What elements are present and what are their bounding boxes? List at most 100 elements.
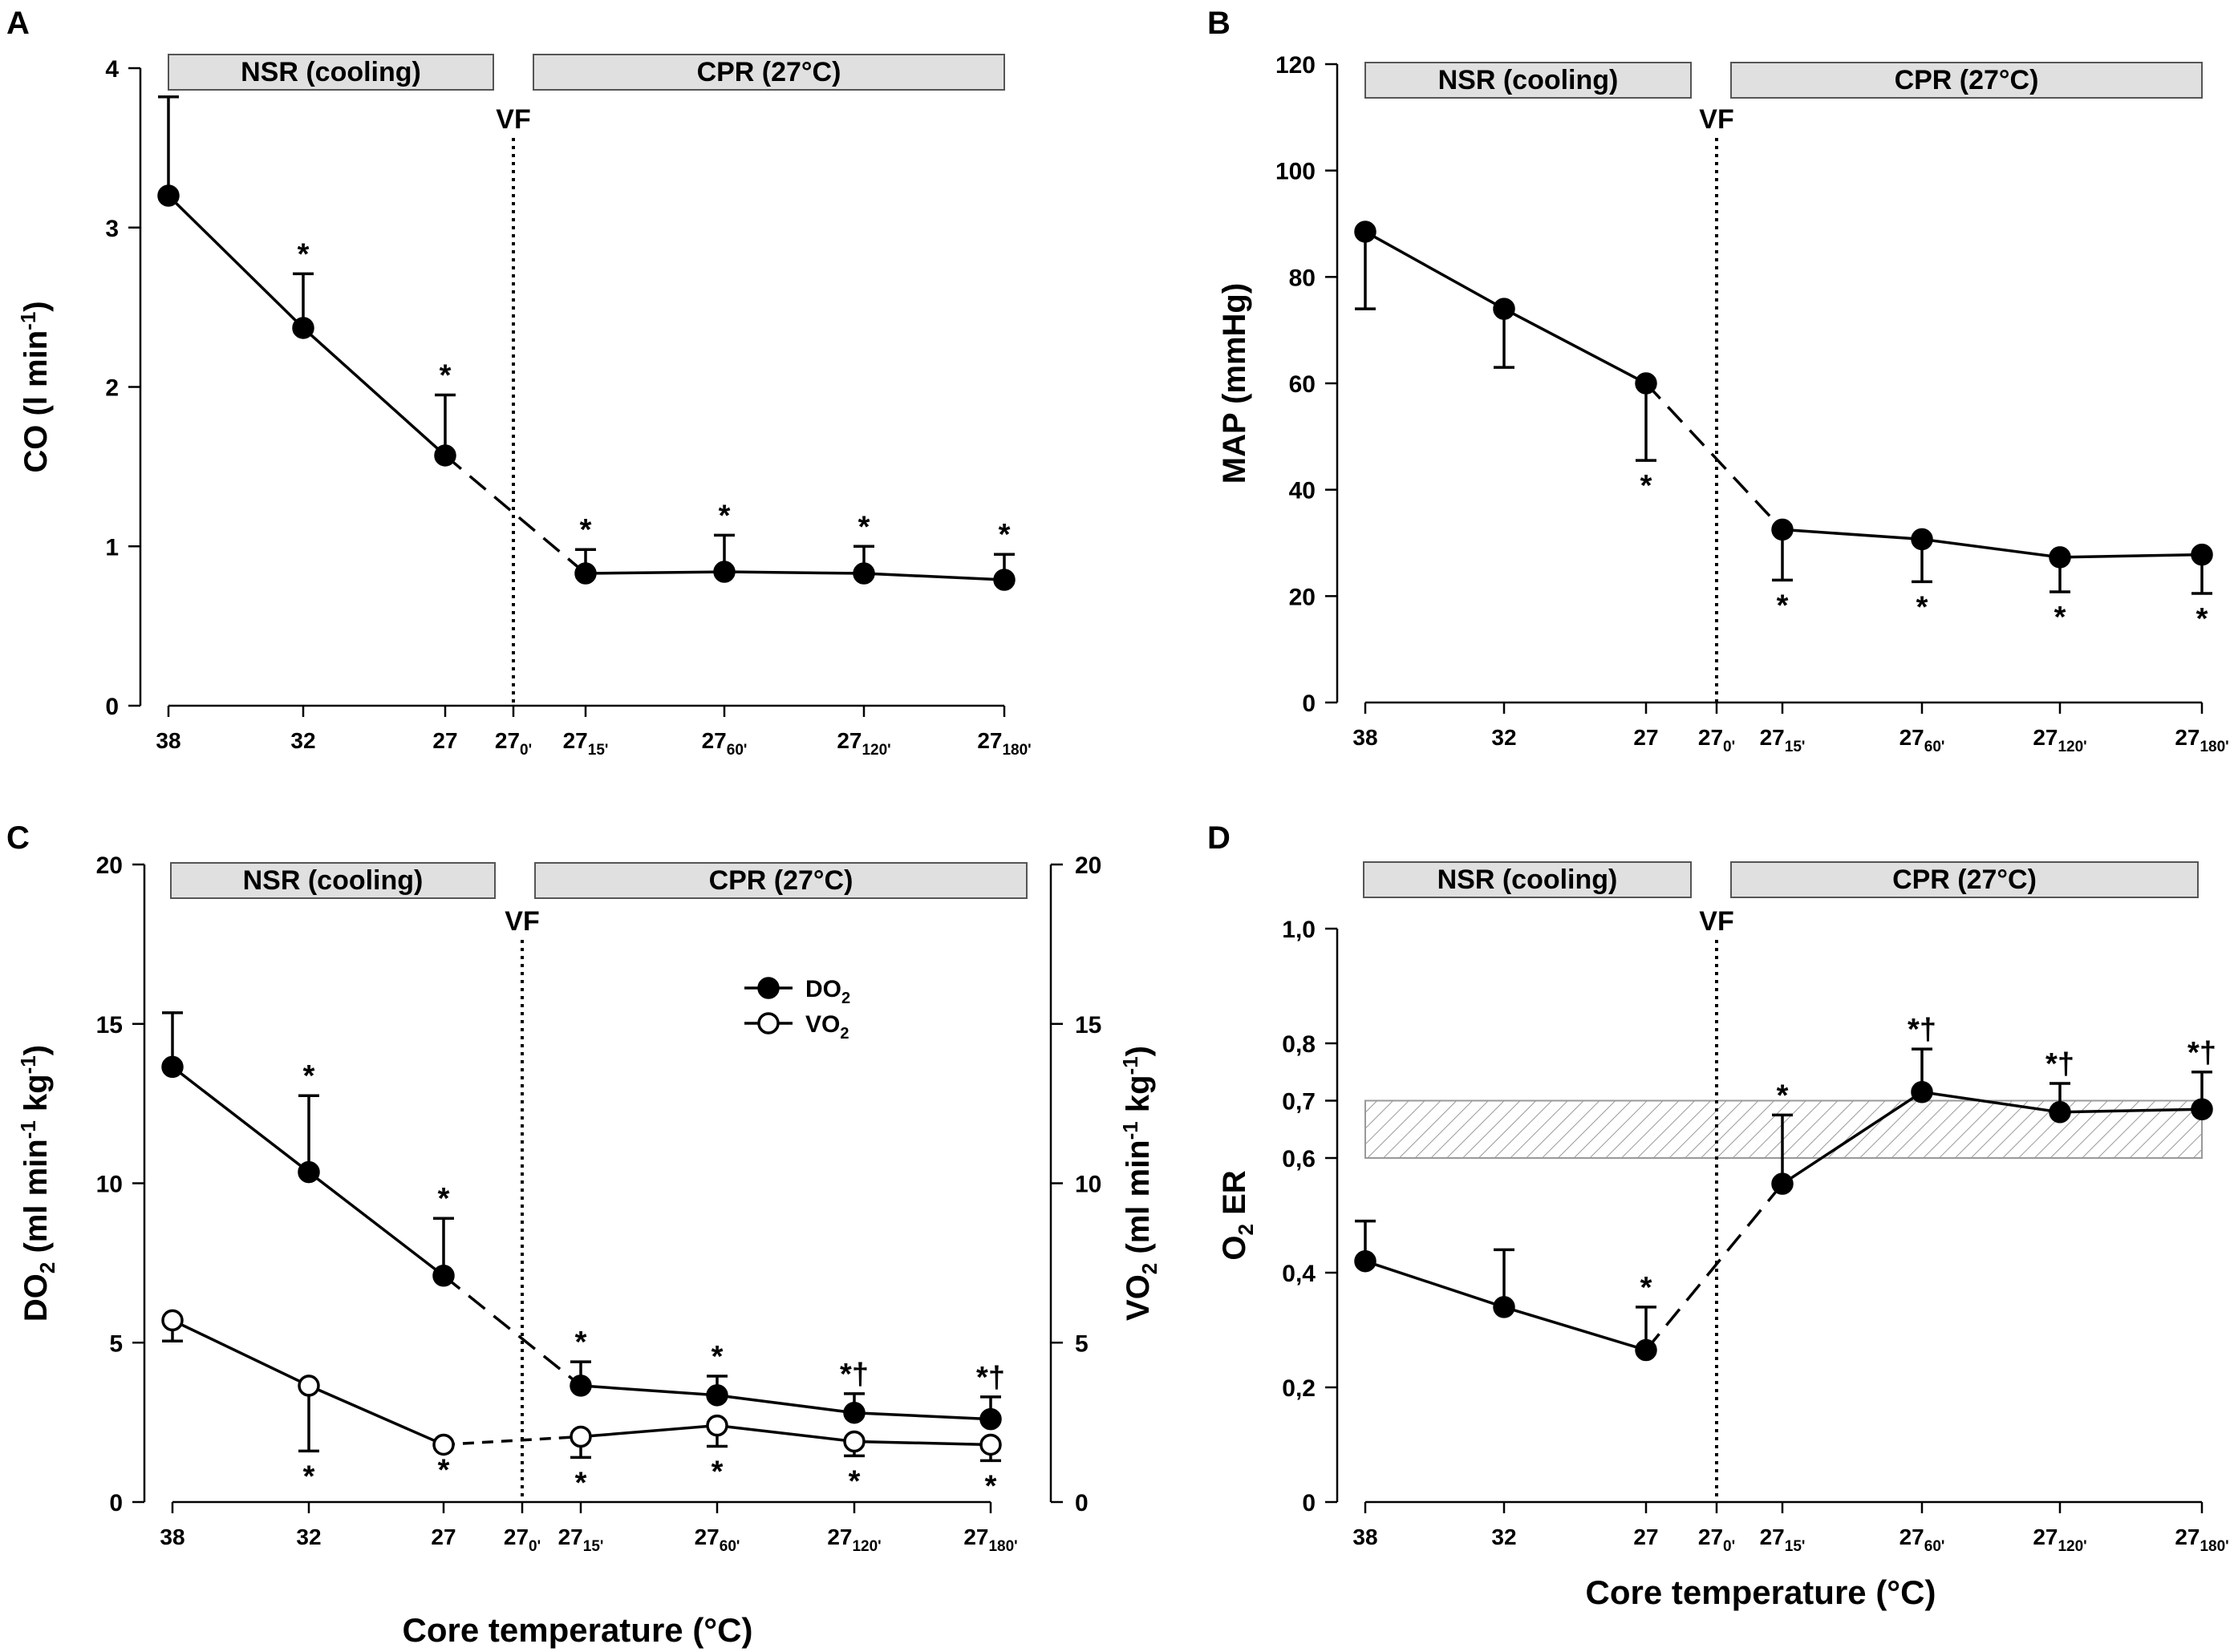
significance-marker: * [1640,1271,1652,1305]
significance-marker: * [2196,602,2208,636]
x-tick-label: 27120' [2033,1524,2086,1555]
x-tick-base: 32 [1491,725,1516,750]
data-point-do2 [706,1384,728,1407]
data-point-co [574,562,597,585]
panel-letter: D [1207,820,1231,856]
y-axis-title: CO (l min-1) [16,301,54,472]
x-tick-label: 270' [1698,1524,1735,1555]
data-point-map [1354,221,1376,243]
x-tick-subscript: 60' [1924,739,1945,755]
significance-marker: *† [1908,1013,1936,1047]
data-point-vo2 [706,1414,728,1437]
y2-tick-label: 15 [1075,1012,1101,1039]
nsr-band-label: NSR (cooling) [1437,864,1618,895]
data-point-map [2049,546,2071,569]
x-tick-base: 27 [2175,1524,2200,1549]
x-tick-label: 27180' [2175,1524,2228,1555]
significance-marker: * [985,1469,997,1503]
label-part: -1 [16,312,40,330]
y2-tick-label: 10 [1075,1172,1101,1198]
series-bridge-map [1644,382,1784,531]
x-tick-label: 270' [1698,725,1735,755]
significance-marker: *† [2187,1036,2216,1070]
y-tick-label: 4 [105,56,119,83]
x-tick-label: 2715' [563,728,609,759]
significance-marker: *† [2045,1047,2074,1081]
x-tick-subscript: 15' [1785,739,1806,755]
data-point-co [292,317,314,339]
significance-marker: * [1640,469,1652,503]
x-tick-label: 270' [504,1524,541,1555]
x-tick-label: 38 [160,1524,184,1549]
label-part: (ml min [1121,1140,1156,1262]
x-tick-base: 27 [1900,1524,1924,1549]
x-tick-base: 27 [837,728,862,753]
y-axis-title: MAP (mmHg) [1217,283,1252,484]
data-point-vo2 [161,1309,184,1332]
x-tick-base: 27 [1760,725,1785,750]
x-tick-subscript: 120' [852,1538,881,1555]
series-bridge-co [444,454,587,575]
vf-label: VF [1699,104,1733,135]
y2-tick-label: 20 [1075,852,1101,879]
series-line-map [1782,528,2203,559]
significance-marker: * [580,513,592,547]
y-axis-title: DO2 (ml min-1 kg-1) [16,1045,59,1322]
label-part: ) [18,301,54,311]
y2-tick-label: 0 [1075,1490,1089,1516]
significance-marker: * [440,358,452,392]
label-part: -1 [16,1055,40,1074]
legend-marker [757,977,780,999]
x-tick-base: 27 [495,728,520,753]
label-part: -1 [1118,1056,1142,1075]
label-part: ) [1121,1046,1156,1056]
x-tick-base: 32 [290,728,315,753]
y-tick-label: 100 [1275,159,1316,185]
legend-marker [757,1012,780,1035]
x-tick-subscript: 60' [727,742,748,759]
x-tick-base: 32 [296,1524,321,1549]
y-tick-label: 1,0 [1282,917,1316,943]
nsr-band-label: NSR (cooling) [1438,65,1619,95]
y-tick-label: 3 [105,216,119,242]
x-tick-subscript: 180' [988,1538,1017,1555]
x-tick-label: 27 [431,1524,456,1549]
y-axis-title: O2 ER [1217,1170,1258,1260]
significance-marker: * [858,510,870,544]
data-point-do2 [979,1407,1002,1431]
data-point-co [993,569,1016,591]
data-point-vo2 [432,1433,455,1456]
legend-label-base: DO [805,976,841,1002]
y-tick-label: 0,7 [1282,1089,1316,1116]
x-tick-label: 27120' [837,728,890,759]
significance-marker: *† [976,1361,1005,1395]
x-tick-label: 38 [1352,1524,1377,1549]
y-tick-label: 0,8 [1282,1031,1316,1058]
y-tick-label: 60 [1289,371,1316,398]
x-tick-base: 27 [827,1524,852,1549]
significance-marker: * [712,1455,724,1488]
x-tick-label: 2760' [1900,1524,1945,1555]
x-tick-base: 38 [1352,1524,1377,1549]
data-point-map [1771,518,1794,541]
series-line-do2 [580,1384,991,1421]
label-part: VO [1121,1274,1156,1321]
nsr-band-label: NSR (cooling) [241,57,421,87]
y2-tick-label: 5 [1075,1330,1089,1357]
label-part: kg [1121,1075,1156,1121]
vf-label: VF [496,104,530,135]
x-tick-base: 27 [1900,725,1924,750]
nsr-band [170,862,496,899]
x-tick-subscript: 15' [1785,1538,1806,1555]
panel-letter: A [6,6,30,41]
x-tick-base: 38 [160,1524,184,1549]
x-tick-label: 38 [1352,725,1377,750]
series-bridge-do2 [442,1274,582,1387]
label-part: 2 [1137,1263,1162,1274]
cpr-band-label: CPR (27°C) [1895,65,2039,95]
y-tick-label: 0 [109,1490,123,1516]
x-tick-base: 27 [2175,725,2200,750]
x-tick-label: 270' [495,728,532,759]
y-tick-label: 0,4 [1282,1261,1316,1287]
